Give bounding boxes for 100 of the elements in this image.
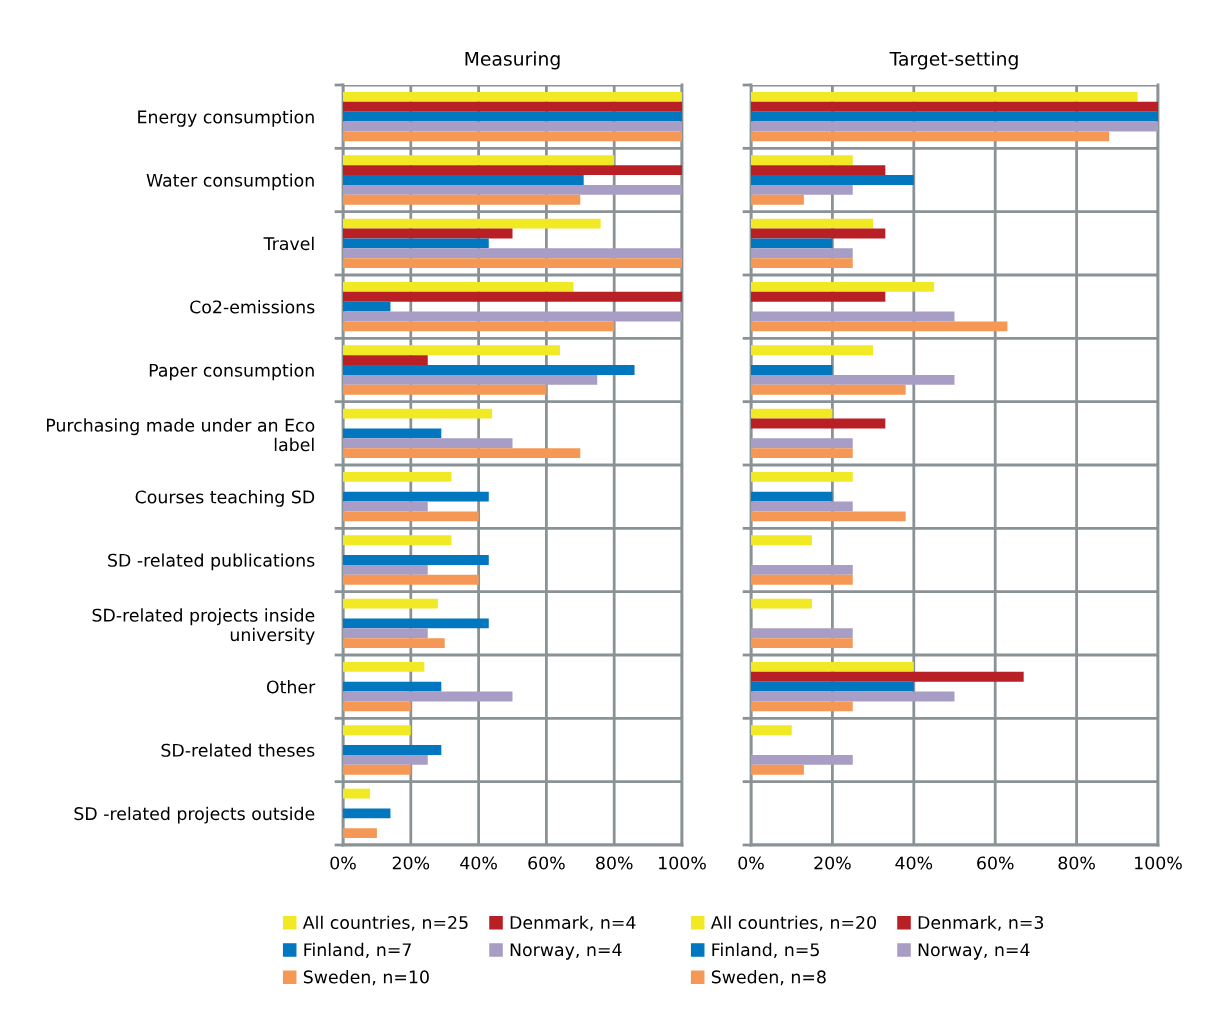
bar (751, 701, 853, 712)
legend-label: Norway, n=4 (918, 943, 1030, 960)
bar (343, 828, 377, 839)
y-tick-label: SD -related projects outside (74, 806, 315, 824)
bar (343, 438, 513, 449)
bar (343, 555, 489, 565)
bar (343, 408, 493, 419)
legend-label: Finland, n=7 (304, 942, 411, 959)
bar (751, 638, 853, 649)
bar (343, 301, 391, 312)
x-tick-label: 100% (1135, 856, 1182, 870)
bar (343, 808, 391, 819)
bar (343, 661, 425, 672)
bar (751, 311, 955, 322)
bar (751, 218, 874, 229)
legend-label: Sweden, n=10 (303, 970, 429, 986)
bar (343, 374, 598, 385)
bar (751, 321, 1008, 332)
bar (343, 745, 442, 755)
x-tick-label: 40% (460, 856, 497, 870)
bar (751, 691, 955, 702)
x-tick-label: 60% (977, 856, 1014, 870)
bar (751, 661, 914, 672)
bar (751, 438, 853, 449)
bar (751, 165, 886, 176)
bar (343, 448, 581, 459)
x-tick-label: 20% (814, 856, 851, 870)
bar (751, 725, 792, 736)
x-tick-label: 0% (330, 856, 356, 870)
y-tick-label: Purchasing made under an Eco label (46, 418, 315, 452)
bar (343, 428, 442, 439)
bar (751, 281, 935, 292)
bar (751, 418, 886, 429)
bar (751, 121, 1158, 132)
bar (343, 218, 601, 229)
bar (343, 121, 682, 132)
bar (343, 91, 682, 102)
bar (751, 111, 1158, 122)
y-tick-label: Energy consumption (138, 110, 314, 127)
x-tick-label: 80% (596, 856, 633, 870)
x-tick-label: 60% (528, 856, 565, 870)
bar (751, 194, 804, 205)
bar (751, 598, 813, 609)
bar (343, 638, 445, 649)
bar (343, 681, 442, 692)
y-tick-label: Co2-emissions (190, 300, 315, 314)
bar (751, 248, 853, 259)
bar (751, 175, 914, 185)
legend-label: Norway, n=4 (510, 943, 622, 960)
bar (751, 628, 853, 639)
bar (751, 91, 1138, 102)
y-tick-label: Courses teaching SD (135, 490, 315, 507)
legend-label: All countries, n=20 (710, 915, 876, 931)
bar (343, 365, 635, 375)
bar (751, 535, 813, 546)
bar (751, 345, 874, 356)
bar (751, 471, 853, 482)
y-tick-label: Travel (263, 236, 314, 251)
bar (343, 281, 574, 292)
bar (751, 671, 1024, 682)
x-tick-label: 40% (895, 856, 933, 870)
legend-label: Denmark, n=3 (918, 915, 1044, 931)
legend-label: Denmark, n=4 (510, 915, 636, 931)
bar (343, 725, 411, 736)
y-tick-label: SD-related projects inside university (92, 608, 315, 645)
y-tick-label: SD -related publications (108, 553, 315, 571)
bar (751, 155, 853, 166)
bar (751, 365, 833, 375)
bar (343, 574, 479, 585)
x-tick-label: 80% (1058, 856, 1095, 870)
bar (751, 101, 1158, 112)
bar (343, 258, 682, 269)
bar (751, 764, 804, 775)
legend-label: Sweden, n=8 (711, 970, 826, 986)
bar (343, 291, 682, 302)
legend-label: Finland, n=5 (712, 942, 819, 959)
bar (343, 501, 428, 512)
bar (343, 194, 581, 205)
bar (343, 111, 682, 122)
y-tick-label: Paper consumption (149, 363, 314, 381)
bar (343, 691, 513, 702)
y-tick-label: Other (266, 680, 316, 694)
bar (343, 248, 682, 259)
bar (751, 501, 853, 512)
chart-title: Measuring (465, 51, 560, 70)
bar (751, 681, 914, 692)
x-tick-label: 100% (659, 856, 706, 870)
bar (343, 238, 489, 249)
bar (343, 701, 411, 712)
bar (343, 535, 452, 546)
bar (343, 355, 428, 366)
bar (751, 754, 853, 765)
bar (751, 184, 853, 195)
bar (343, 754, 428, 765)
bar (751, 258, 853, 269)
bar (343, 311, 682, 322)
bar (343, 628, 428, 639)
chart-title: Target-setting (889, 51, 1018, 70)
x-tick-label: 20% (392, 856, 430, 870)
bar (343, 788, 371, 799)
